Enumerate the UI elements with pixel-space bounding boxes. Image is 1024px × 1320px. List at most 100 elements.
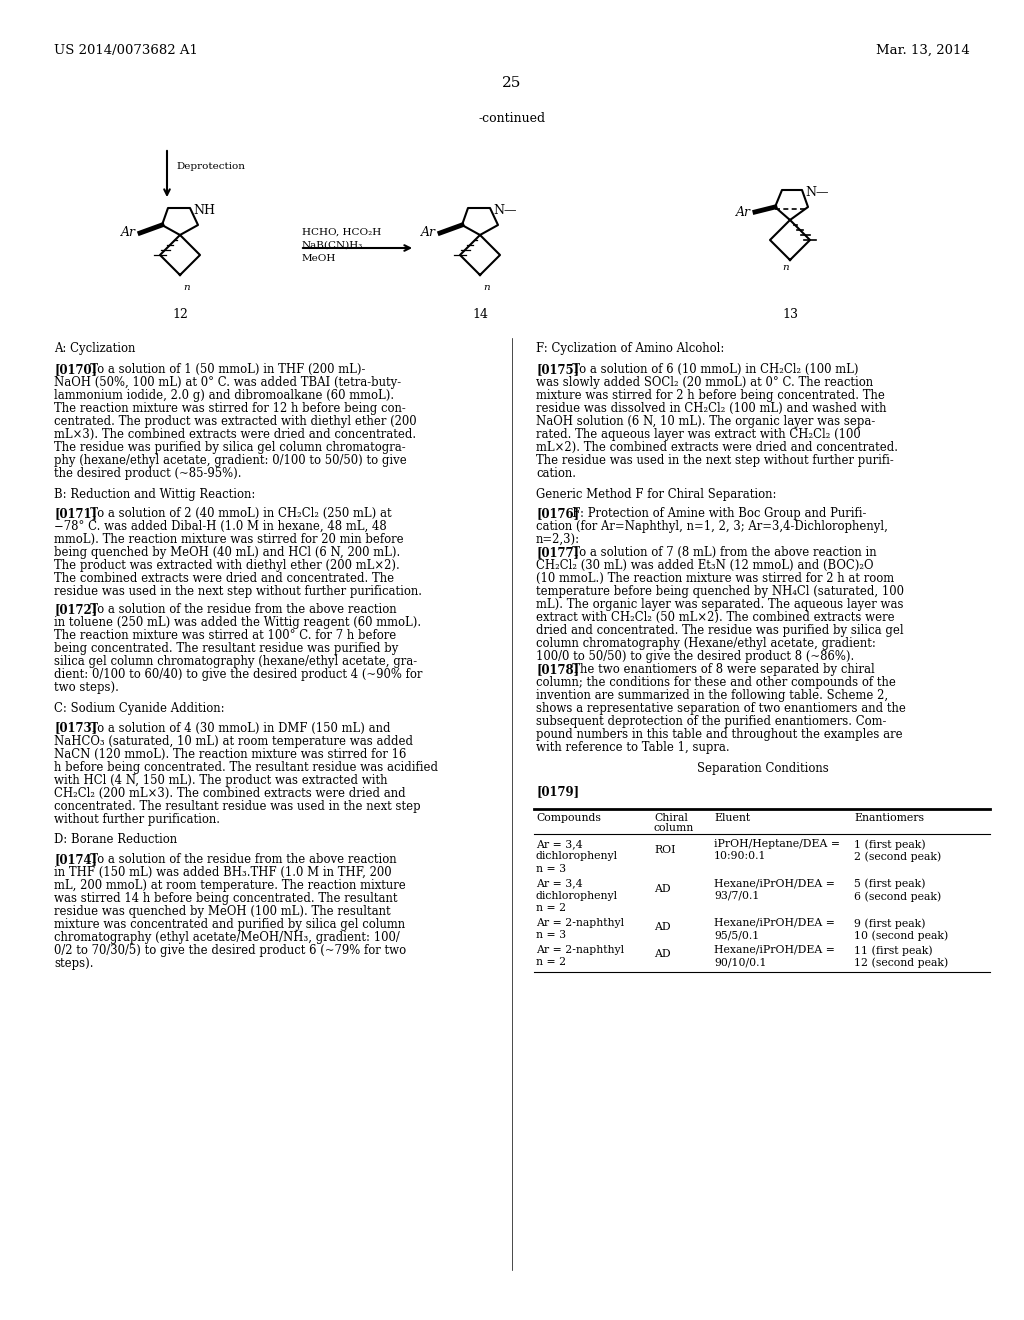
Text: in toluene (250 mL) was added the Wittig reagent (60 mmoL).: in toluene (250 mL) was added the Wittig… bbox=[54, 616, 421, 630]
Text: mL). The organic layer was separated. The aqueous layer was: mL). The organic layer was separated. Th… bbox=[536, 598, 903, 611]
Text: Compounds: Compounds bbox=[536, 813, 601, 822]
Text: AD: AD bbox=[654, 884, 671, 894]
Text: C: Sodium Cyanide Addition:: C: Sodium Cyanide Addition: bbox=[54, 702, 224, 715]
Text: [0173]: [0173] bbox=[54, 722, 97, 735]
Text: Deprotection: Deprotection bbox=[176, 162, 245, 172]
Text: 9 (first peak): 9 (first peak) bbox=[854, 917, 926, 928]
Text: 5 (first peak): 5 (first peak) bbox=[854, 878, 926, 888]
Text: 0/2 to 70/30/5) to give the desired product 6 (~79% for two: 0/2 to 70/30/5) to give the desired prod… bbox=[54, 944, 407, 957]
Text: residue was quenched by MeOH (100 mL). The resultant: residue was quenched by MeOH (100 mL). T… bbox=[54, 906, 390, 917]
Text: n = 3: n = 3 bbox=[536, 865, 566, 874]
Text: -continued: -continued bbox=[478, 112, 546, 125]
Text: To a solution of 6 (10 mmoL) in CH₂Cl₂ (100 mL): To a solution of 6 (10 mmoL) in CH₂Cl₂ (… bbox=[561, 363, 858, 376]
Text: To a solution of the residue from the above reaction: To a solution of the residue from the ab… bbox=[79, 853, 396, 866]
Text: dichlorophenyl: dichlorophenyl bbox=[536, 851, 618, 862]
Text: 90/10/0.1: 90/10/0.1 bbox=[714, 957, 767, 968]
Text: silica gel column chromatography (hexane/ethyl acetate, gra-: silica gel column chromatography (hexane… bbox=[54, 655, 417, 668]
Text: being concentrated. The resultant residue was purified by: being concentrated. The resultant residu… bbox=[54, 643, 398, 655]
Text: n: n bbox=[483, 282, 489, 292]
Text: NaB(CN)H₃: NaB(CN)H₃ bbox=[302, 242, 364, 249]
Text: extract with CH₂Cl₂ (50 mL×2). The combined extracts were: extract with CH₂Cl₂ (50 mL×2). The combi… bbox=[536, 611, 895, 624]
Text: steps).: steps). bbox=[54, 957, 93, 970]
Text: was stirred 14 h before being concentrated. The resultant: was stirred 14 h before being concentrat… bbox=[54, 892, 397, 906]
Text: 10 (second peak): 10 (second peak) bbox=[854, 931, 948, 941]
Text: [0174]: [0174] bbox=[54, 853, 97, 866]
Text: [0171]: [0171] bbox=[54, 507, 97, 520]
Text: NaHCO₃ (saturated, 10 mL) at room temperature was added: NaHCO₃ (saturated, 10 mL) at room temper… bbox=[54, 735, 413, 747]
Text: mixture was stirred for 2 h before being concentrated. The: mixture was stirred for 2 h before being… bbox=[536, 389, 885, 401]
Text: Ar = 2-naphthyl: Ar = 2-naphthyl bbox=[536, 945, 624, 954]
Text: 93/7/0.1: 93/7/0.1 bbox=[714, 891, 760, 902]
Text: with HCl (4 N, 150 mL). The product was extracted with: with HCl (4 N, 150 mL). The product was … bbox=[54, 774, 387, 787]
Text: Ar: Ar bbox=[421, 227, 436, 239]
Text: the desired product (~85-95%).: the desired product (~85-95%). bbox=[54, 467, 242, 479]
Text: 11 (first peak): 11 (first peak) bbox=[854, 945, 933, 956]
Text: To a solution of 4 (30 mmoL) in DMF (150 mL) and: To a solution of 4 (30 mmoL) in DMF (150… bbox=[79, 722, 390, 735]
Text: was slowly added SOCl₂ (20 mmoL) at 0° C. The reaction: was slowly added SOCl₂ (20 mmoL) at 0° C… bbox=[536, 376, 873, 389]
Text: column; the conditions for these and other compounds of the: column; the conditions for these and oth… bbox=[536, 676, 896, 689]
Text: Generic Method F for Chiral Separation:: Generic Method F for Chiral Separation: bbox=[536, 487, 776, 500]
Text: F: Protection of Amine with Boc Group and Purifi-: F: Protection of Amine with Boc Group an… bbox=[561, 507, 866, 520]
Text: cation.: cation. bbox=[536, 467, 575, 479]
Text: Chiral: Chiral bbox=[654, 813, 688, 822]
Text: Mar. 13, 2014: Mar. 13, 2014 bbox=[877, 44, 970, 57]
Text: Hexane/iPrOH/DEA =: Hexane/iPrOH/DEA = bbox=[714, 945, 835, 954]
Text: n = 2: n = 2 bbox=[536, 903, 566, 913]
Text: Ar = 2-naphthyl: Ar = 2-naphthyl bbox=[536, 917, 624, 928]
Text: mL, 200 mmoL) at room temperature. The reaction mixture: mL, 200 mmoL) at room temperature. The r… bbox=[54, 879, 406, 892]
Text: n: n bbox=[782, 263, 788, 272]
Text: Hexane/iPrOH/DEA =: Hexane/iPrOH/DEA = bbox=[714, 878, 835, 888]
Text: The residue was used in the next step without further purifi-: The residue was used in the next step wi… bbox=[536, 454, 894, 467]
Text: The combined extracts were dried and concentrated. The: The combined extracts were dried and con… bbox=[54, 572, 394, 585]
Text: (10 mmoL.) The reaction mixture was stirred for 2 h at room: (10 mmoL.) The reaction mixture was stir… bbox=[536, 572, 894, 585]
Text: NaOH (50%, 100 mL) at 0° C. was added TBAI (tetra-buty-: NaOH (50%, 100 mL) at 0° C. was added TB… bbox=[54, 376, 401, 389]
Text: The reaction mixture was stirred at 100° C. for 7 h before: The reaction mixture was stirred at 100°… bbox=[54, 630, 396, 643]
Text: Eluent: Eluent bbox=[714, 813, 751, 822]
Text: centrated. The product was extracted with diethyl ether (200: centrated. The product was extracted wit… bbox=[54, 414, 417, 428]
Text: Ar = 3,4: Ar = 3,4 bbox=[536, 878, 583, 888]
Text: NaCN (120 mmoL). The reaction mixture was stirred for 16: NaCN (120 mmoL). The reaction mixture wa… bbox=[54, 747, 407, 760]
Text: Hexane/iPrOH/DEA =: Hexane/iPrOH/DEA = bbox=[714, 917, 835, 928]
Text: in THF (150 mL) was added BH₃.THF (1.0 M in THF, 200: in THF (150 mL) was added BH₃.THF (1.0 M… bbox=[54, 866, 391, 879]
Text: N—: N— bbox=[805, 186, 828, 199]
Text: 13: 13 bbox=[782, 308, 798, 321]
Text: To a solution of 2 (40 mmoL) in CH₂Cl₂ (250 mL) at: To a solution of 2 (40 mmoL) in CH₂Cl₂ (… bbox=[79, 507, 391, 520]
Text: dried and concentrated. The residue was purified by silica gel: dried and concentrated. The residue was … bbox=[536, 624, 903, 638]
Text: AD: AD bbox=[654, 921, 671, 932]
Text: residue was dissolved in CH₂Cl₂ (100 mL) and washed with: residue was dissolved in CH₂Cl₂ (100 mL)… bbox=[536, 401, 887, 414]
Text: N—: N— bbox=[493, 205, 516, 218]
Text: The two enantiomers of 8 were separated by chiral: The two enantiomers of 8 were separated … bbox=[561, 663, 874, 676]
Text: To a solution of 1 (50 mmoL) in THF (200 mL)-: To a solution of 1 (50 mmoL) in THF (200… bbox=[79, 363, 366, 376]
Text: Ar: Ar bbox=[736, 206, 751, 219]
Text: dient: 0/100 to 60/40) to give the desired product 4 (~90% for: dient: 0/100 to 60/40) to give the desir… bbox=[54, 668, 422, 681]
Text: temperature before being quenched by NH₄Cl (saturated, 100: temperature before being quenched by NH₄… bbox=[536, 585, 904, 598]
Text: NaOH solution (6 N, 10 mL). The organic layer was sepa-: NaOH solution (6 N, 10 mL). The organic … bbox=[536, 414, 876, 428]
Text: Separation Conditions: Separation Conditions bbox=[697, 762, 828, 775]
Text: iPrOH/Heptane/DEA =: iPrOH/Heptane/DEA = bbox=[714, 840, 840, 849]
Text: [0170]: [0170] bbox=[54, 363, 97, 376]
Text: Ar = 3,4: Ar = 3,4 bbox=[536, 840, 583, 849]
Text: 100/0 to 50/50) to give the desired product 8 (~86%).: 100/0 to 50/50) to give the desired prod… bbox=[536, 651, 854, 663]
Text: MeOH: MeOH bbox=[302, 253, 336, 263]
Text: 10:90:0.1: 10:90:0.1 bbox=[714, 851, 767, 862]
Text: n: n bbox=[183, 282, 189, 292]
Text: −78° C. was added Dibal-H (1.0 M in hexane, 48 mL, 48: −78° C. was added Dibal-H (1.0 M in hexa… bbox=[54, 520, 387, 533]
Text: To a solution of the residue from the above reaction: To a solution of the residue from the ab… bbox=[79, 603, 396, 616]
Text: 25: 25 bbox=[503, 77, 521, 90]
Text: column: column bbox=[654, 824, 694, 833]
Text: The residue was purified by silica gel column chromatogra-: The residue was purified by silica gel c… bbox=[54, 441, 406, 454]
Text: n=2,3):: n=2,3): bbox=[536, 533, 581, 546]
Text: 6 (second peak): 6 (second peak) bbox=[854, 891, 941, 902]
Text: mL×2). The combined extracts were dried and concentrated.: mL×2). The combined extracts were dried … bbox=[536, 441, 898, 454]
Text: Ar: Ar bbox=[121, 227, 136, 239]
Text: mixture was concentrated and purified by silica gel column: mixture was concentrated and purified by… bbox=[54, 917, 406, 931]
Text: n = 3: n = 3 bbox=[536, 931, 566, 940]
Text: The product was extracted with diethyl ether (200 mL×2).: The product was extracted with diethyl e… bbox=[54, 560, 399, 572]
Text: two steps).: two steps). bbox=[54, 681, 119, 694]
Text: with reference to Table 1, supra.: with reference to Table 1, supra. bbox=[536, 741, 730, 754]
Text: [0178]: [0178] bbox=[536, 663, 580, 676]
Text: [0175]: [0175] bbox=[536, 363, 580, 376]
Text: 1 (first peak): 1 (first peak) bbox=[854, 840, 926, 850]
Text: AD: AD bbox=[654, 949, 671, 958]
Text: chromatography (ethyl acetate/MeOH/NH₃, gradient: 100/: chromatography (ethyl acetate/MeOH/NH₃, … bbox=[54, 931, 399, 944]
